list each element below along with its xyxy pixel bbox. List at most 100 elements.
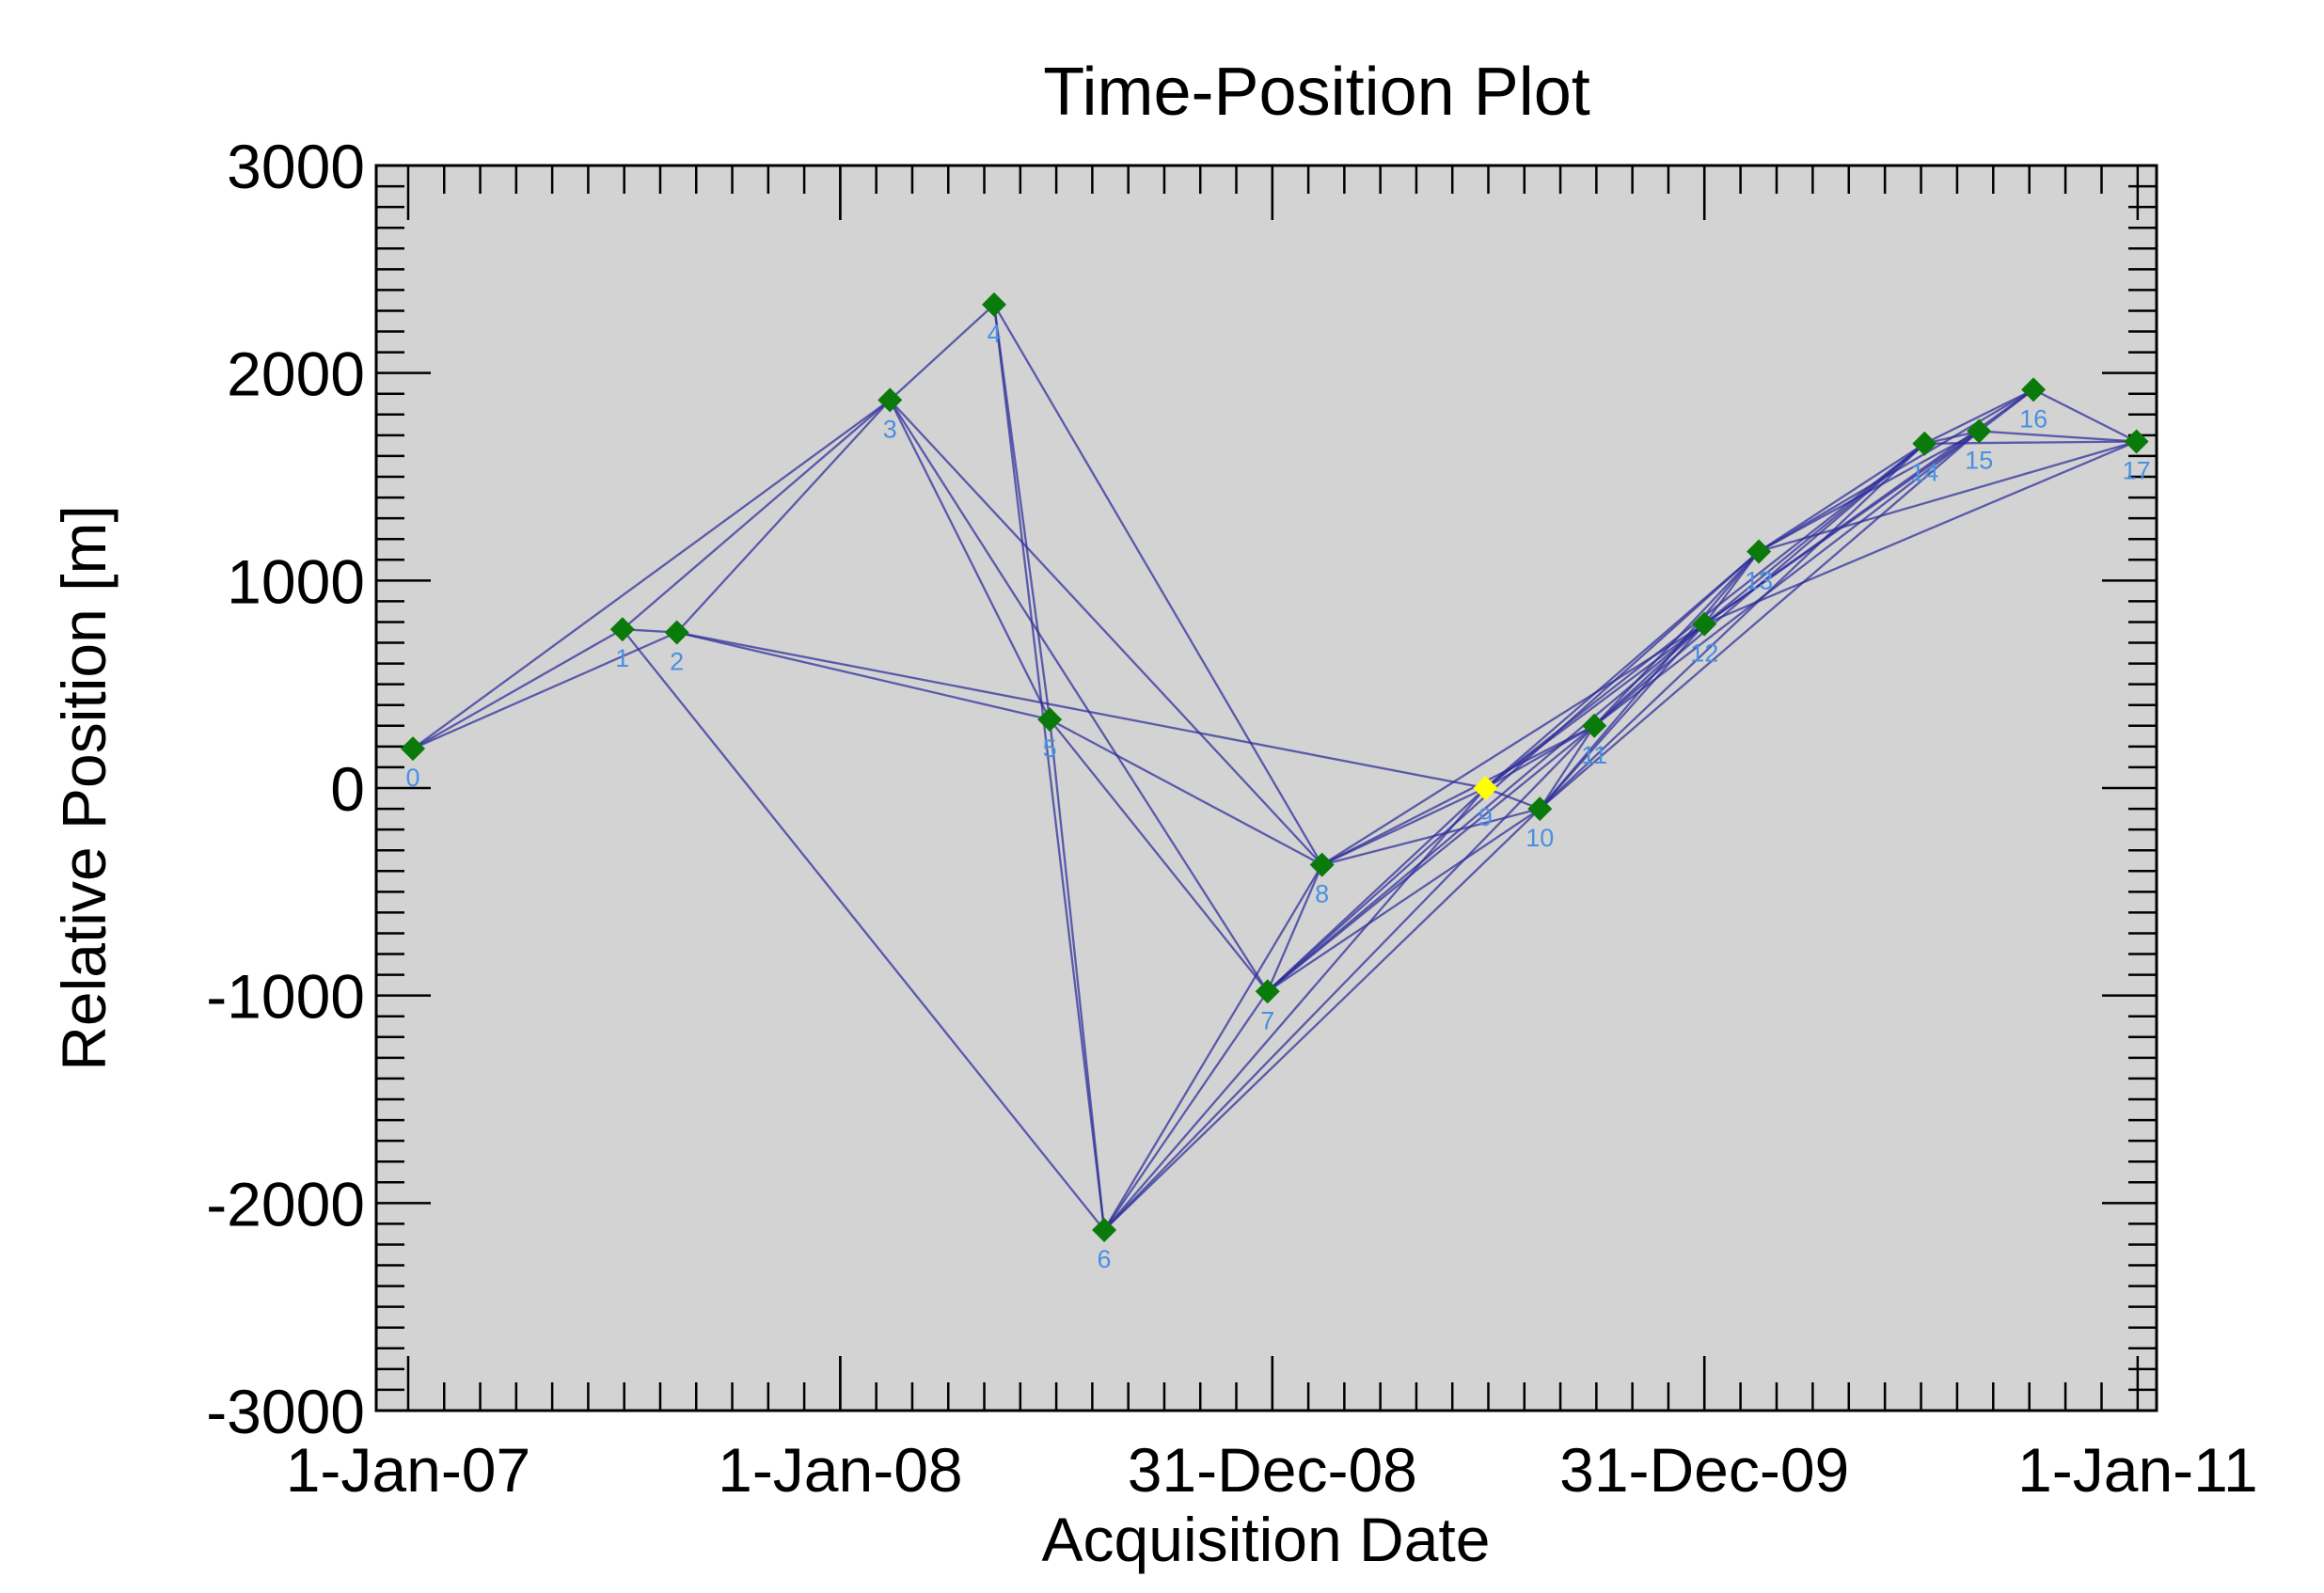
baseline-edge	[1703, 440, 2138, 625]
acquisition-point	[1912, 431, 1937, 456]
acquisition-point	[982, 292, 1007, 317]
baseline-edge	[993, 304, 1323, 866]
x-tick-label: 31-Dec-08	[1128, 1435, 1417, 1505]
point-label: 12	[1690, 639, 1718, 668]
y-tick-labels: 3000 2000 1000 0 -1000 -2000 -3000	[206, 132, 365, 1446]
baseline-edge	[1321, 807, 1541, 866]
plot-frame	[374, 164, 2158, 1412]
y-tick-label: -3000	[206, 1377, 365, 1446]
chart-title: Time-Position Plot	[1043, 55, 1590, 130]
y-tick-label: -1000	[206, 962, 365, 1032]
x-tick-label: 1-Jan-11	[2017, 1435, 2258, 1505]
baseline-edge	[1484, 724, 1595, 789]
baseline-edge	[1703, 442, 1926, 625]
baseline-edge	[676, 631, 1486, 790]
baseline-edge	[676, 631, 1051, 721]
baseline-edge	[1484, 786, 1541, 811]
axis-ticks	[376, 164, 2157, 1412]
y-tick-label: 3000	[227, 132, 365, 201]
baseline-edge	[1923, 388, 2034, 445]
baseline-edge	[1103, 808, 1541, 1231]
acquisition-point	[1255, 979, 1280, 1004]
point-label: 1	[615, 644, 629, 672]
point-label: 8	[1315, 880, 1329, 908]
x-axis-title: Acquisition Date	[1042, 1505, 1491, 1574]
baseline-edge	[2032, 388, 2138, 443]
baseline-edge	[1267, 724, 1595, 993]
baseline-edge	[1539, 442, 1926, 810]
baseline-edge	[412, 628, 624, 750]
baseline-edge	[1924, 440, 2137, 445]
y-axis-title: Relative Position [m]	[49, 505, 119, 1071]
baseline-edge	[621, 628, 1105, 1231]
acquisition-point	[401, 736, 426, 762]
point-label: 7	[1260, 1006, 1274, 1034]
point-label: 14	[1910, 459, 1938, 487]
baseline-edge	[1978, 388, 2034, 433]
x-tick-label: 31-Dec-09	[1559, 1435, 1849, 1505]
point-label: 2	[670, 648, 684, 676]
baseline-edge	[1321, 623, 1705, 866]
point-label: 4	[987, 320, 1001, 348]
baseline-edge	[992, 304, 1106, 1231]
baseline-edge	[889, 399, 1269, 992]
y-tick-label: 2000	[227, 339, 365, 409]
point-label: 13	[1745, 566, 1773, 594]
acquisition-point	[2021, 377, 2047, 402]
x-tick-label: 1-Jan-08	[718, 1435, 963, 1505]
baseline-edge	[1266, 864, 1323, 992]
baseline-edge	[1758, 430, 1980, 553]
baseline-edge	[1703, 550, 1761, 625]
acquisition-point	[2124, 429, 2149, 454]
baseline-edge	[1484, 550, 1760, 789]
point-label: 10	[1526, 824, 1554, 852]
baseline-edge	[1758, 388, 2034, 553]
acquisition-point	[609, 617, 635, 642]
acquisition-point	[1692, 611, 1717, 637]
baseline-edge	[622, 399, 891, 631]
y-tick-label: 0	[330, 754, 365, 824]
baseline-edge	[675, 399, 892, 634]
baseline-edge	[1049, 718, 1269, 992]
baseline-edge	[1103, 864, 1323, 1231]
baseline-edge	[889, 303, 995, 402]
reference-point	[1473, 776, 1498, 800]
baseline-edge	[1539, 725, 1596, 810]
acquisition-point	[1967, 418, 1992, 444]
y-tick-label: -2000	[206, 1169, 365, 1238]
acquisition-point	[1747, 539, 1772, 564]
plot-area	[376, 166, 2157, 1411]
baseline-edge	[1758, 440, 2137, 553]
point-label: 16	[2019, 404, 2047, 433]
baseline-edge	[1593, 430, 1980, 727]
acquisition-point	[1582, 713, 1607, 738]
baseline-edge	[889, 399, 1323, 866]
baseline-edge	[1758, 442, 1925, 553]
baseline-edge	[412, 399, 891, 750]
baseline-edge	[1103, 724, 1595, 1231]
baseline-edge	[1979, 430, 2137, 443]
point-label: 11	[1581, 741, 1607, 769]
acquisition-point	[1309, 852, 1335, 877]
baseline-edge	[412, 631, 678, 750]
point-label: 0	[406, 764, 420, 792]
baseline-edge	[1049, 718, 1323, 866]
acquisition-point	[1037, 707, 1063, 733]
point-label: 6	[1098, 1245, 1112, 1273]
baseline-edge	[1593, 550, 1760, 727]
point-label: 15	[1965, 446, 1993, 474]
baseline-edge	[1103, 990, 1269, 1231]
point-label: 9	[1478, 803, 1493, 831]
baseline-edge	[1321, 724, 1595, 866]
point-label: 17	[2123, 456, 2151, 484]
baseline-edges	[412, 303, 2138, 1231]
acquisition-point	[664, 620, 689, 645]
baseline-edge	[1267, 808, 1541, 993]
baseline-edge	[1049, 719, 1106, 1231]
y-tick-label: 1000	[227, 546, 365, 616]
baseline-edge	[1539, 430, 1980, 810]
acquisition-point	[877, 387, 903, 413]
point-label: 3	[883, 415, 897, 443]
point-label: 5	[1043, 734, 1057, 763]
